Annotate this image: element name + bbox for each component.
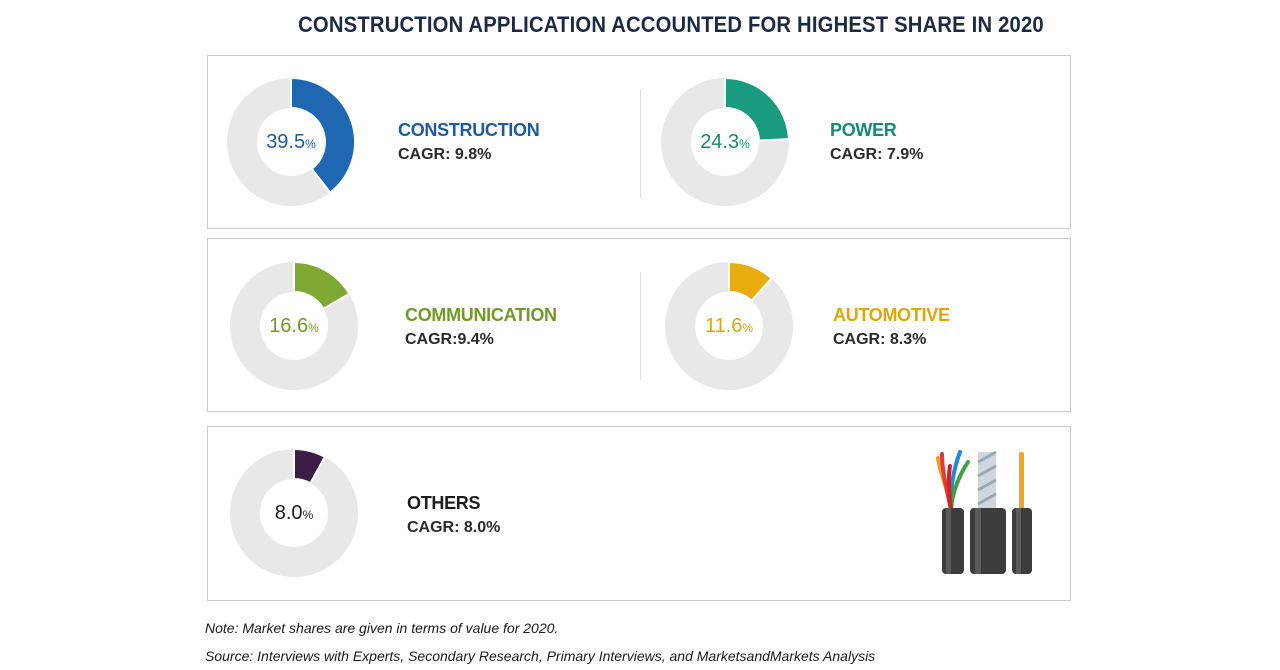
- share-unit: %: [739, 137, 750, 151]
- segment-label-power: POWER: [830, 120, 897, 140]
- donut-power: 24.3%: [660, 77, 790, 207]
- donut-slice-others: [293, 448, 327, 485]
- donut-communication: 16.6%: [229, 261, 359, 391]
- share-value: 24.3: [700, 130, 740, 153]
- share-unit: %: [742, 321, 754, 335]
- donut-slice-automotive: [728, 261, 774, 303]
- share-unit: %: [308, 321, 319, 335]
- donut-svg: [230, 261, 358, 390]
- donut-slice-communication: [293, 261, 351, 311]
- share-value: 16.6: [269, 314, 309, 337]
- segment-label-communication: COMMUNICATION: [405, 305, 557, 325]
- share-value: 39.5: [266, 130, 306, 153]
- donut-automotive: 11.6%: [664, 261, 794, 391]
- panel-communication-automotive: 16.6% COMMUNICATION CAGR:9.4% 11.6% AUTO…: [207, 238, 1071, 412]
- segment-cagr-power: CAGR: 7.9%: [830, 146, 924, 163]
- segment-cagr-others: CAGR: 8.0%: [407, 519, 501, 536]
- donut-slice-construction: [290, 77, 356, 194]
- share-unit: %: [305, 137, 316, 151]
- segment-label-others: OTHERS: [407, 493, 481, 513]
- donut-svg: [661, 77, 790, 206]
- share-value: 8.0: [274, 501, 303, 524]
- divider: [640, 272, 641, 380]
- segment-cagr-construction: CAGR: 9.8%: [398, 146, 492, 163]
- chart-title: CONSTRUCTION APPLICATION ACCOUNTED FOR H…: [298, 12, 1044, 37]
- panel-others: 8.0% OTHERS CAGR: 8.0%: [207, 426, 1071, 601]
- donut-svg: [665, 261, 793, 390]
- donut-slice-power: [724, 77, 790, 142]
- divider: [640, 89, 641, 197]
- cables-icon: [936, 450, 1032, 574]
- footnote: Note: Market shares are given in terms o…: [205, 620, 559, 636]
- segment-cagr-communication: CAGR:9.4%: [405, 331, 494, 348]
- donut-others: 8.0%: [229, 448, 359, 578]
- share-unit: %: [302, 508, 314, 522]
- segment-label-automotive: AUTOMOTIVE: [833, 305, 950, 325]
- donut-svg: [230, 448, 358, 577]
- share-value: 11.6: [704, 314, 743, 337]
- segment-cagr-automotive: CAGR: 8.3%: [833, 331, 927, 348]
- donut-construction: 39.5%: [226, 77, 356, 207]
- donut-svg: [227, 77, 356, 206]
- segment-label-construction: CONSTRUCTION: [398, 120, 540, 140]
- source-line: Source: Interviews with Experts, Seconda…: [205, 648, 876, 664]
- panel-construction-power: 39.5% CONSTRUCTION CAGR: 9.8% 24.3% POWE…: [207, 55, 1071, 229]
